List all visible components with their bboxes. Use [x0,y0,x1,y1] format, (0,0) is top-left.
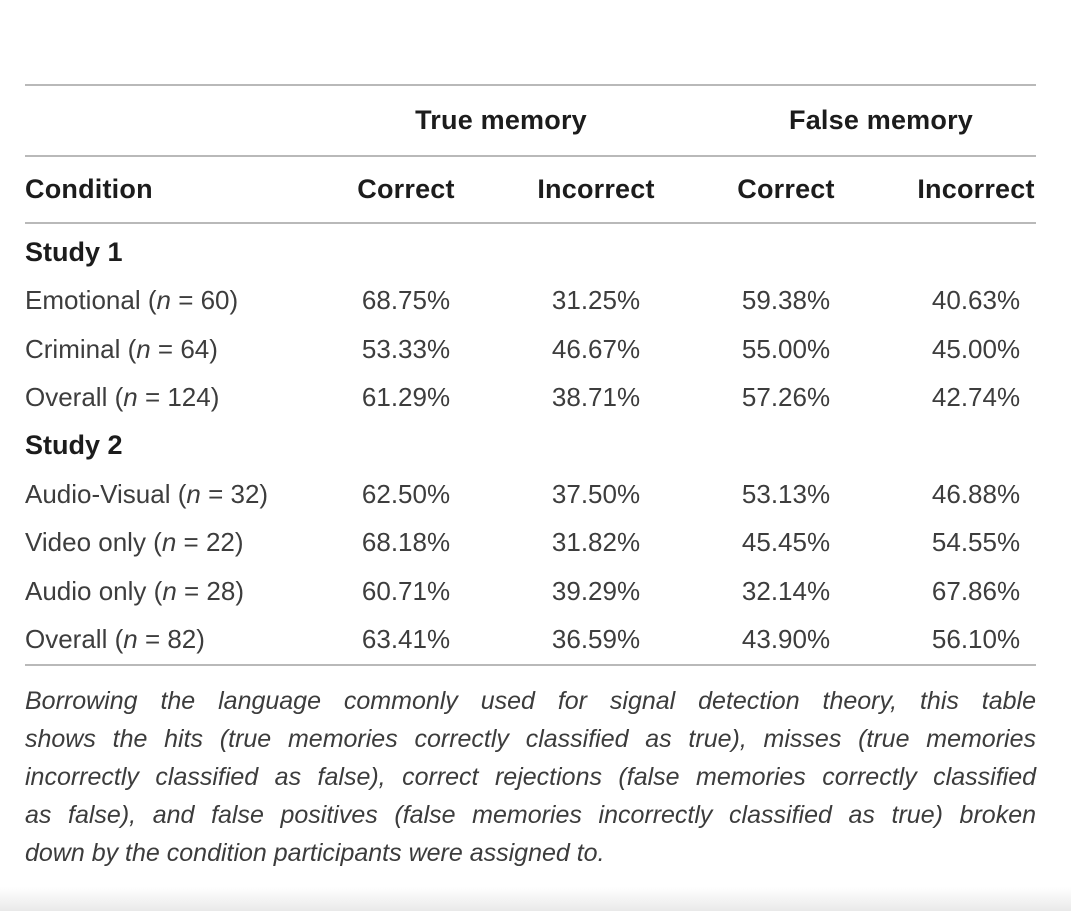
value-cell: 43.90% [741,624,831,655]
value-cell: 57.26% [741,382,831,413]
column-header-true-incorrect: Incorrect [537,174,655,204]
condition-label: Overall (n = 82) [25,624,205,655]
n-symbol: n [162,575,177,606]
n-symbol: n [123,624,138,655]
column-header-condition: Condition [25,174,153,204]
figure-caption: Borrowing the language commonly used for… [25,666,1036,872]
table-row: Audio only (n = 28) 60.71% 39.29% 32.14% 67.… [25,567,1071,615]
caption-line: down by the condition participants were … [25,839,605,867]
n-symbol: n [161,527,177,558]
value-cell: 45.45% [741,527,831,558]
n-symbol: n [123,382,138,413]
column-header-false-incorrect: Incorrect [917,174,1035,204]
column-header-true-correct: Correct [357,174,455,204]
bottom-edge-gradient [0,887,1071,911]
value-cell: 36.59% [551,624,641,655]
value-cell: 45.00% [931,333,1021,364]
table-row: Audio-Visual (n = 32) 62.50% 37.50% 53.13% 4… [25,470,1071,518]
condition-label: Emotional (n = 60) [25,285,239,316]
group-header-false-memory: False memory [789,105,973,135]
caption-line: as false), and false positives (false me… [25,801,1036,829]
table-top-rule [25,84,1036,86]
condition-label: Criminal (n = 64) [25,333,218,364]
section-title: Study 1 [25,236,123,267]
section-header-row: Study 2 [25,422,1071,470]
table-body: Study 1 Emotional (n = 60) 68.75% 31.25% 59.… [25,224,1071,664]
n-symbol: n [136,333,151,364]
value-cell: 46.67% [551,333,641,364]
n-symbol: n [186,478,201,509]
table-row: Emotional (n = 60) 68.75% 31.25% 59.38% 40.6… [25,276,1071,324]
group-header-true-memory: True memory [415,105,587,135]
column-header-row: Condition Correct Incorrect Correct Inco… [25,157,1071,222]
condition-label: Audio only (n = 28) [25,575,244,606]
table-row: Criminal (n = 64) 53.33% 46.67% 55.00% 45.00… [25,325,1071,373]
value-cell: 40.63% [931,285,1021,316]
value-cell: 53.13% [741,478,831,509]
value-cell: 60.71% [361,575,451,606]
section-header-row: Study 1 [25,228,1071,276]
value-cell: 53.33% [361,333,451,364]
value-cell: 68.18% [361,527,451,558]
n-symbol: n [156,285,171,316]
value-cell: 61.29% [361,382,451,413]
value-cell: 56.10% [931,624,1021,655]
header-divider-rule [25,155,1036,157]
caption-line: shows the hits (true memories correctly … [25,725,1036,753]
caption-line: Borrowing the language commonly used for… [25,687,1036,715]
table-row: Overall (n = 124) 61.29% 38.71% 57.26% 42.74… [25,373,1071,421]
value-cell: 31.82% [551,527,641,558]
caption-line: incorrectly classified as false), correc… [25,763,1036,791]
value-cell: 46.88% [931,478,1021,509]
value-cell: 59.38% [741,285,831,316]
value-cell: 54.55% [931,527,1021,558]
value-cell: 37.50% [551,478,641,509]
value-cell: 39.29% [551,575,641,606]
condition-label: Video only (n = 22) [25,527,244,558]
value-cell: 31.25% [551,285,641,316]
condition-label: Overall (n = 124) [25,382,220,413]
value-cell: 67.86% [931,575,1021,606]
group-header-row: True memory False memory [25,86,1071,155]
value-cell: 32.14% [741,575,831,606]
condition-label: Audio-Visual (n = 32) [25,478,269,509]
value-cell: 42.74% [931,382,1021,413]
section-title: Study 2 [25,430,123,461]
body-top-rule [25,222,1036,224]
table-figure: True memory False memory Condition Corre… [25,84,1071,872]
value-cell: 55.00% [741,333,831,364]
table-row: Overall (n = 82) 63.41% 36.59% 43.90% 56.10% [25,616,1071,664]
column-header-false-correct: Correct [737,174,835,204]
value-cell: 63.41% [361,624,451,655]
value-cell: 38.71% [551,382,641,413]
value-cell: 62.50% [361,478,451,509]
value-cell: 68.75% [361,285,451,316]
table-row: Video only (n = 22) 68.18% 31.82% 45.45% 54.… [25,519,1071,567]
table-bottom-rule [25,664,1036,666]
